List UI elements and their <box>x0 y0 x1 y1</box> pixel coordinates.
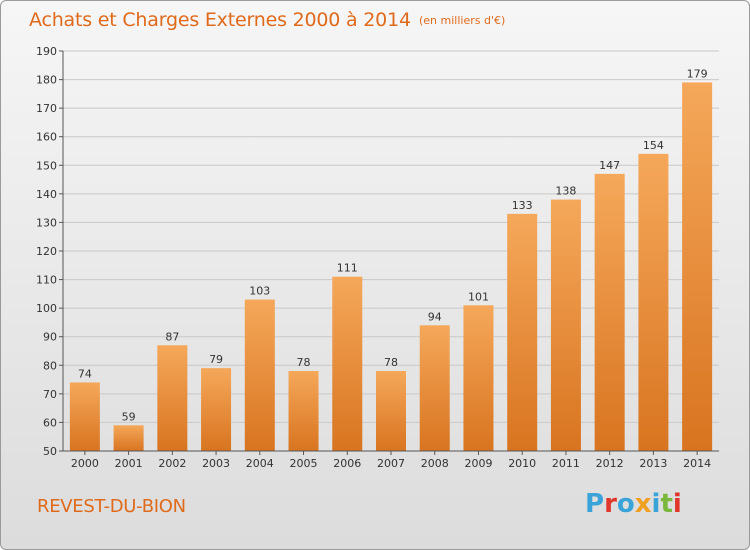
x-tick-label: 2006 <box>333 457 361 470</box>
data-label: 78 <box>384 356 398 369</box>
data-label: 94 <box>428 310 442 323</box>
bar <box>682 82 713 451</box>
logo-letter: P <box>585 489 605 519</box>
data-label: 59 <box>122 410 136 423</box>
bar <box>69 382 100 451</box>
bar <box>638 153 669 451</box>
y-tick-label: 180 <box>36 74 57 87</box>
logo-letter: o <box>616 489 635 519</box>
location-name: REVEST-DU-BION <box>37 496 186 517</box>
data-label: 101 <box>468 290 489 303</box>
bar <box>594 173 625 451</box>
bar <box>288 371 319 451</box>
x-tick-label: 2001 <box>115 457 143 470</box>
x-tick-label: 2003 <box>202 457 230 470</box>
y-tick-label: 170 <box>36 102 57 115</box>
proxiti-logo[interactable]: Proxiti <box>585 489 682 519</box>
x-tick-label: 2002 <box>158 457 186 470</box>
y-tick-label: 90 <box>43 331 57 344</box>
x-tick-label: 2009 <box>464 457 492 470</box>
x-tick-label: 2000 <box>71 457 99 470</box>
data-label: 133 <box>512 199 533 212</box>
x-tick-label: 2013 <box>639 457 667 470</box>
bar <box>113 425 144 451</box>
y-tick-label: 50 <box>43 445 57 458</box>
y-tick-label: 140 <box>36 188 57 201</box>
bar <box>419 325 450 451</box>
data-label: 138 <box>555 185 576 198</box>
logo-letter: x <box>634 489 652 519</box>
x-tick-label: 2008 <box>421 457 449 470</box>
y-tick-label: 130 <box>36 216 57 229</box>
x-tick-label: 2004 <box>246 457 274 470</box>
y-tick-label: 160 <box>36 131 57 144</box>
bar <box>507 213 538 451</box>
x-tick-label: 2012 <box>596 457 624 470</box>
data-label: 87 <box>165 330 179 343</box>
bar <box>376 371 406 451</box>
data-label: 179 <box>687 67 708 80</box>
y-tick-label: 70 <box>43 388 57 401</box>
bar <box>244 299 275 451</box>
y-tick-label: 150 <box>36 159 57 172</box>
logo-letter: r <box>604 489 617 519</box>
chart-subtitle: (en milliers d'€) <box>419 14 506 27</box>
data-label: 103 <box>249 285 270 298</box>
x-tick-label: 2007 <box>377 457 405 470</box>
logo-letter: i <box>651 489 661 519</box>
y-tick-label: 60 <box>43 416 57 429</box>
x-tick-label: 2010 <box>508 457 536 470</box>
y-tick-label: 190 <box>36 45 57 58</box>
data-label: 78 <box>297 356 311 369</box>
x-tick-label: 2011 <box>552 457 580 470</box>
logo-letter: i <box>672 489 682 519</box>
bar <box>463 305 494 451</box>
logo-letter: t <box>660 489 673 519</box>
x-tick-label: 2014 <box>683 457 711 470</box>
data-label: 111 <box>337 262 358 275</box>
y-tick-label: 120 <box>36 245 57 258</box>
bar <box>201 368 232 451</box>
y-tick-label: 110 <box>36 274 57 287</box>
y-tick-label: 100 <box>36 302 57 315</box>
bar <box>550 199 581 451</box>
bar <box>157 345 188 451</box>
data-label: 74 <box>78 367 92 380</box>
y-tick-label: 80 <box>43 359 57 372</box>
x-tick-label: 2005 <box>290 457 318 470</box>
data-label: 147 <box>599 159 620 172</box>
bar <box>332 276 363 451</box>
data-label: 79 <box>209 353 223 366</box>
data-label: 154 <box>643 139 664 152</box>
chart-title: Achats et Charges Externes 2000 à 2014 <box>29 9 411 31</box>
